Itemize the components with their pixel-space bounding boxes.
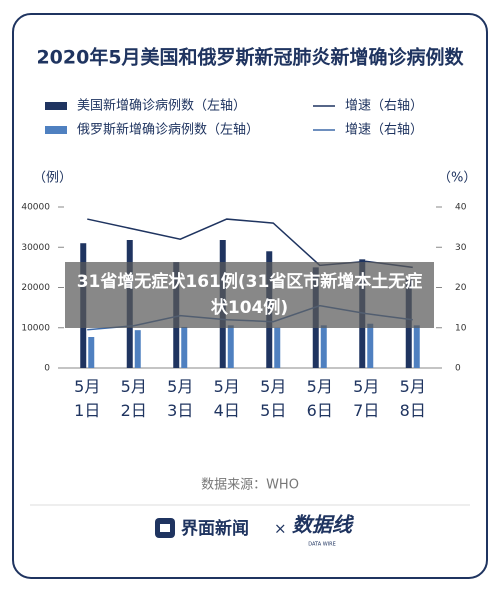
y2-tick-label: 10 — [455, 323, 467, 333]
x-tick-label: 5月8日 — [399, 377, 426, 420]
overlay-caption: 31省增无症状161例(31省区市新增本土无症状104例) — [65, 262, 434, 328]
bar — [88, 337, 95, 368]
bar — [227, 325, 234, 368]
x-tick-label: 5月1日 — [74, 377, 101, 420]
bar — [181, 326, 188, 368]
x-tick-label: 5月3日 — [167, 377, 194, 420]
y-tick-label: 40000 — [21, 203, 50, 213]
bar — [367, 323, 374, 368]
brand-sub: DATA WIRE — [308, 542, 336, 548]
x-tick-label: 5月5日 — [260, 377, 287, 420]
y-tick-label: 30000 — [21, 243, 50, 253]
brand-icon-inner — [160, 524, 170, 532]
brand: 界面新闻 — [181, 518, 249, 539]
y-axis-label: （例） — [33, 171, 72, 186]
brand: 数据线 — [292, 513, 355, 537]
legend-label: 俄罗斯新增确诊病例数（左轴） — [77, 122, 259, 138]
bar — [320, 325, 327, 368]
y-tick-label: 20000 — [21, 283, 50, 293]
x-tick-label: 5月6日 — [306, 377, 333, 420]
y2-tick-label: 30 — [455, 243, 467, 253]
legend-label: 美国新增确诊病例数（左轴） — [77, 98, 246, 114]
y2-tick-label: 0 — [455, 364, 461, 374]
legend-swatch — [45, 102, 67, 110]
x-tick-label: 5月4日 — [213, 377, 240, 420]
bar — [413, 325, 420, 368]
bar — [134, 330, 141, 368]
x-tick-label: 5月7日 — [353, 377, 380, 420]
bar — [274, 327, 281, 368]
y2-axis-label: （%） — [438, 171, 476, 186]
legend-label: 增速（右轴） — [345, 99, 423, 114]
legend-label: 增速（右轴） — [345, 123, 423, 138]
y2-tick-label: 40 — [455, 203, 467, 213]
y-tick-label: 0 — [44, 364, 50, 374]
source: 数据来源：WHO — [201, 478, 299, 493]
y-tick-label: 10000 — [21, 323, 50, 333]
y2-tick-label: 20 — [455, 283, 467, 293]
chart-title: 2020年5月美国和俄罗斯新冠肺炎新增确诊病例数 — [36, 46, 464, 69]
x-tick-label: 5月2日 — [120, 377, 147, 420]
legend-swatch — [45, 126, 67, 134]
times: × — [274, 520, 287, 538]
